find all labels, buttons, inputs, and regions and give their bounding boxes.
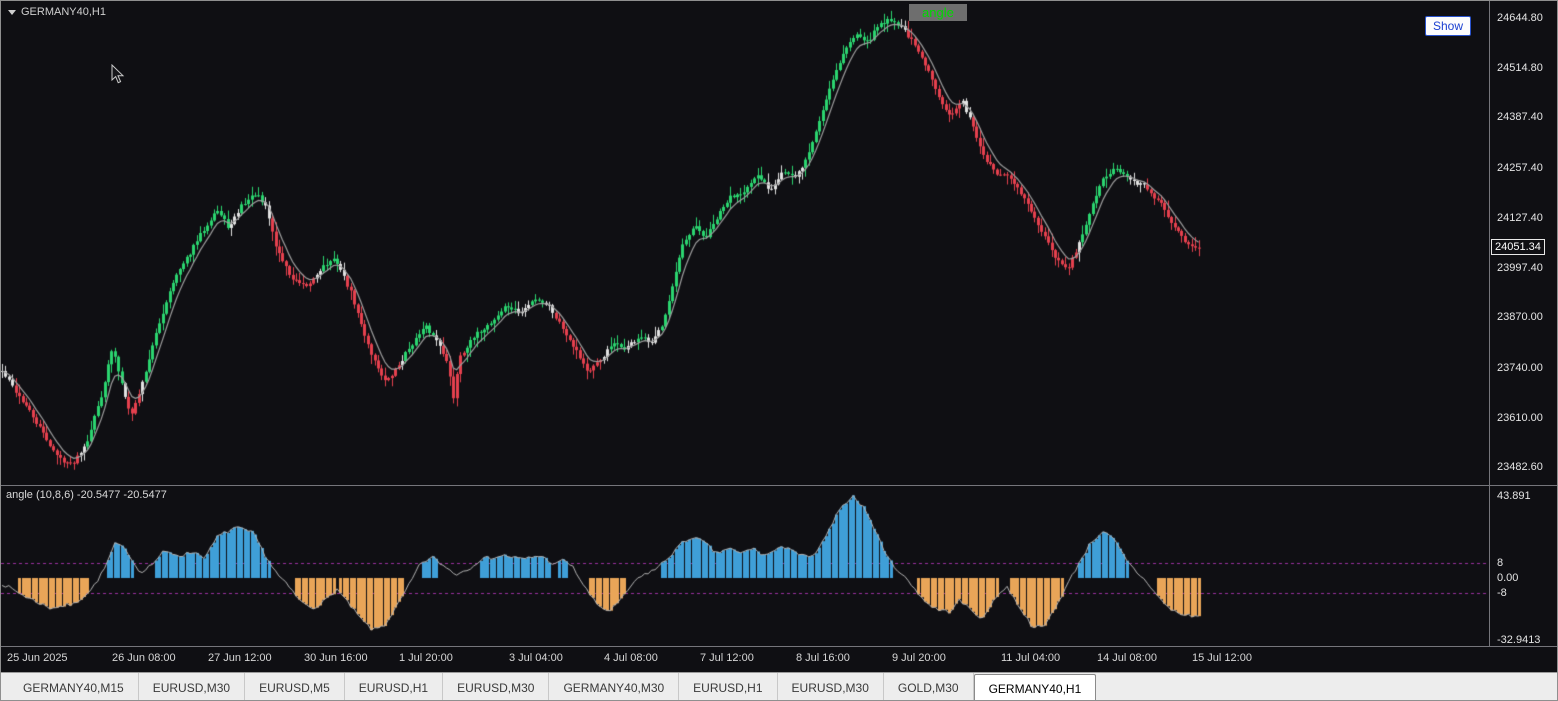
price-axis-label: 24127.40 (1497, 211, 1543, 224)
chevron-down-icon (8, 9, 16, 15)
price-pane (1, 1, 1489, 485)
pane-separator[interactable] (1, 485, 1557, 486)
price-axis-label: 24514.80 (1497, 62, 1543, 75)
time-axis-label: 1 Jul 20:00 (399, 652, 453, 664)
indicator-axis-label: -8 (1497, 586, 1507, 599)
indicator-canvas[interactable] (1, 486, 1489, 646)
time-axis-label: 30 Jun 16:00 (304, 652, 368, 664)
indicator-axis-label: -32.9413 (1497, 633, 1541, 646)
price-axis-label: 24257.40 (1497, 161, 1543, 174)
chart-tab[interactable]: EURUSD,H1 (345, 673, 444, 700)
time-axis-separator (1, 646, 1557, 647)
indicator-axis-label: 0.00 (1497, 572, 1519, 584)
price-axis-label: 23610.00 (1497, 411, 1543, 424)
time-axis-label: 3 Jul 04:00 (509, 652, 563, 664)
price-axis-label: 24387.40 (1497, 111, 1543, 124)
chart-tab[interactable]: GERMANY40,H1 (973, 674, 1097, 700)
price-axis-label: 23740.00 (1497, 361, 1543, 374)
indicator-pane (1, 486, 1489, 646)
time-axis-label: 9 Jul 20:00 (892, 652, 946, 664)
time-axis-label: 8 Jul 16:00 (796, 652, 850, 664)
chart-tab[interactable]: GERMANY40,M15 (9, 673, 139, 700)
time-axis-label: 4 Jul 08:00 (604, 652, 658, 664)
chart-tab[interactable]: GERMANY40,M30 (549, 673, 680, 700)
chart-tab[interactable]: EURUSD,M30 (139, 673, 246, 700)
indicator-overlay-badge[interactable]: angle (909, 4, 967, 21)
time-axis-label: 26 Jun 08:00 (112, 652, 176, 664)
chart-tab[interactable]: GOLD,M30 (884, 673, 974, 700)
time-axis-label: 7 Jul 12:00 (700, 652, 754, 664)
price-axis-label: 23997.40 (1497, 262, 1543, 275)
time-axis-label: 14 Jul 08:00 (1097, 652, 1157, 664)
indicator-axis-label: 43.891 (1497, 489, 1531, 502)
symbol-timeframe-dropdown[interactable]: GERMANY40,H1 (8, 6, 106, 18)
symbol-timeframe-label: GERMANY40,H1 (21, 6, 106, 18)
time-axis-label: 27 Jun 12:00 (208, 652, 272, 664)
price-chart-canvas[interactable] (1, 1, 1489, 485)
chart-tab[interactable]: EURUSD,M5 (245, 673, 345, 700)
price-axis-separator (1489, 1, 1490, 646)
current-price-box: 24051.34 (1491, 239, 1545, 256)
indicator-axis-label: 8 (1497, 557, 1504, 570)
show-button[interactable]: Show (1425, 16, 1472, 36)
chart-tab[interactable]: EURUSD,M30 (443, 673, 550, 700)
time-axis[interactable]: 25 Jun 2025 26 Jun 08:00 27 Jun 12:00 30 Ju… (1, 647, 1557, 672)
chart-tab[interactable]: EURUSD,M30 (778, 673, 884, 700)
time-axis-label: 25 Jun 2025 (7, 652, 68, 664)
indicator-title: angle (10,8,6) -20.5477 -20.5477 (6, 489, 167, 501)
chart-tab[interactable]: EURUSD,H1 (679, 673, 778, 700)
tab-bar: GERMANY40,M15 EURUSD,M30 EURUSD,M5 EURUSD,H… (1, 672, 1557, 700)
time-axis-label: 15 Jul 12:00 (1192, 652, 1252, 664)
time-axis-label: 11 Jul 04:00 (1001, 652, 1061, 664)
price-axis[interactable]: 24051.34 24644.80 24514.80 24387.40 24257.4… (1490, 1, 1557, 647)
price-axis-label: 23482.60 (1497, 461, 1543, 473)
price-axis-label: 23870.00 (1497, 311, 1543, 324)
price-axis-label: 24644.80 (1497, 12, 1543, 24)
